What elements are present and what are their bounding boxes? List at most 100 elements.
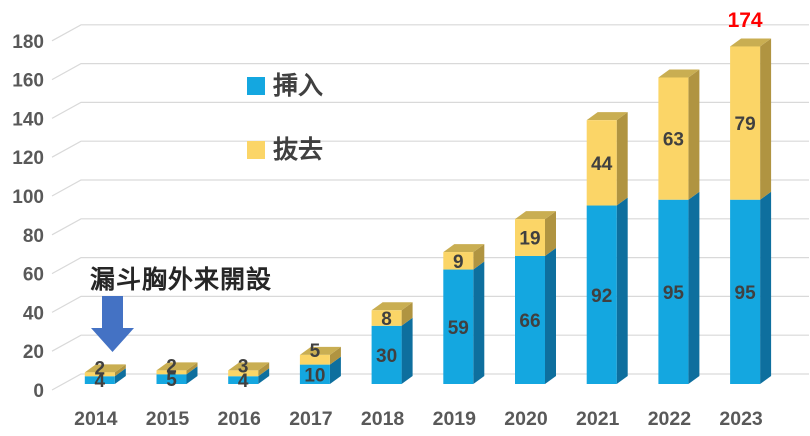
bar-top-2022 xyxy=(658,69,700,78)
data-label-series0-2014: 4 xyxy=(95,371,106,392)
bar-segment-2021-series1 xyxy=(586,120,617,206)
bar-top-2015 xyxy=(156,362,198,371)
gridline-0 xyxy=(51,373,809,391)
x-tick-label-2016: 2016 xyxy=(218,408,262,430)
y-tick-label-60: 60 xyxy=(23,265,44,286)
annotation-funnel-chest-clinic-opened: 漏斗胸外来開設 xyxy=(90,266,273,294)
bar-side-2015-series1 xyxy=(186,362,198,375)
y-tick-label-120: 120 xyxy=(12,148,44,169)
data-label-series0-2023: 95 xyxy=(735,283,757,304)
x-tick-label-2015: 2015 xyxy=(146,408,190,430)
bar-side-2021-series0 xyxy=(616,197,628,384)
gridline-140 xyxy=(51,101,809,119)
bar-segment-2014-series0 xyxy=(84,376,115,384)
legend-item-insertion: 挿入 xyxy=(247,73,323,99)
legend-item-removal: 抜去 xyxy=(247,137,323,163)
bar-segment-2016-series0 xyxy=(228,376,259,384)
bar-top-2019 xyxy=(443,244,485,253)
gridline-120 xyxy=(51,140,809,158)
data-label-series1-2022: 63 xyxy=(663,130,684,151)
bar-segment-2018-series1 xyxy=(371,310,402,326)
bar-segment-2015-series1 xyxy=(156,370,187,375)
gridline-60 xyxy=(51,257,809,275)
bar-segment-2021-series0 xyxy=(586,205,617,384)
gridline-20 xyxy=(51,334,809,352)
data-label-series1-2016: 3 xyxy=(238,356,249,377)
bar-segment-2016-series1 xyxy=(228,370,259,377)
bar-segment-2023-series0 xyxy=(730,199,761,384)
x-tick-label-2014: 2014 xyxy=(74,408,118,430)
data-label-series1-2019: 9 xyxy=(453,252,464,273)
bar-top-2014 xyxy=(84,364,126,373)
y-tick-label-140: 140 xyxy=(12,109,44,130)
bar-segment-2022-series1 xyxy=(658,77,689,200)
bar-side-2018-series1 xyxy=(401,302,413,326)
bar-side-2023-series0 xyxy=(760,191,772,384)
data-label-series1-2014: 2 xyxy=(95,358,106,379)
legend-label-removal: 抜去 xyxy=(273,136,324,164)
down-arrow-icon xyxy=(91,296,134,352)
bar-segment-2020-series1 xyxy=(515,219,545,256)
bar-side-2019-series1 xyxy=(473,244,485,270)
bar-top-2017 xyxy=(299,346,341,355)
x-tick-label-2021: 2021 xyxy=(576,408,620,430)
bar-side-2015-series0 xyxy=(186,366,198,384)
data-label-series0-2017: 10 xyxy=(304,365,325,386)
bar-side-2020-series1 xyxy=(545,211,556,256)
data-label-series0-2019: 59 xyxy=(448,318,469,339)
data-label-series1-2018: 8 xyxy=(381,309,392,330)
bar-segment-2022-series0 xyxy=(658,199,689,384)
bar-side-2021-series1 xyxy=(616,112,628,206)
legend-swatch-removal-icon xyxy=(247,141,265,159)
bar-top-2020 xyxy=(515,211,556,220)
data-label-series0-2022: 95 xyxy=(663,283,685,304)
y-tick-label-0: 0 xyxy=(33,381,44,402)
data-label-series0-2020: 66 xyxy=(519,311,540,332)
y-tick-label-160: 160 xyxy=(12,71,44,92)
gridline-40 xyxy=(51,295,809,313)
data-label-series1-2017: 5 xyxy=(310,341,321,362)
bar-segment-2020-series0 xyxy=(515,255,545,384)
y-tick-label-40: 40 xyxy=(23,303,44,324)
bar-side-2022-series0 xyxy=(688,191,700,384)
data-label-series1-2015: 2 xyxy=(166,356,177,377)
bar-side-2018-series0 xyxy=(401,317,413,384)
x-tick-label-2017: 2017 xyxy=(289,408,332,430)
bar-side-2017-series0 xyxy=(329,356,341,384)
bar-segment-2018-series0 xyxy=(371,325,402,384)
bar-segment-2019-series1 xyxy=(443,252,474,270)
gridline-160 xyxy=(51,63,809,81)
bar-side-2014-series1 xyxy=(114,364,126,377)
data-label-series0-2018: 30 xyxy=(376,346,397,367)
bar-top-2023 xyxy=(730,38,772,47)
y-tick-label-20: 20 xyxy=(23,342,44,363)
data-label-series0-2021: 92 xyxy=(591,286,612,307)
bar-segment-2017-series0 xyxy=(299,364,330,384)
data-label-series1-2023: 79 xyxy=(735,114,756,135)
gridline-180 xyxy=(51,24,809,42)
chart-legend: 挿入 抜去 xyxy=(247,73,323,163)
y-tick-label-80: 80 xyxy=(23,226,44,247)
x-tick-label-2020: 2020 xyxy=(504,408,548,430)
bar-segment-2014-series1 xyxy=(84,372,115,377)
bar-side-2020-series0 xyxy=(545,247,556,384)
bar-segment-2017-series1 xyxy=(299,354,330,365)
bar-side-2016-series0 xyxy=(258,368,270,384)
bar-top-2018 xyxy=(371,302,413,311)
bar-segment-2015-series0 xyxy=(156,374,187,384)
bar-top-2016 xyxy=(228,362,270,371)
data-label-series0-2016: 4 xyxy=(238,371,249,392)
data-label-series1-2020: 19 xyxy=(519,229,540,250)
bar-segment-2019-series0 xyxy=(443,269,474,384)
gridline-80 xyxy=(51,218,809,236)
y-tick-label-100: 100 xyxy=(12,187,44,208)
x-tick-label-2023: 2023 xyxy=(719,408,763,430)
bar-segment-2023-series1 xyxy=(730,46,761,200)
data-label-series0-2015: 5 xyxy=(166,370,177,391)
x-tick-label-2022: 2022 xyxy=(648,408,692,430)
bar-side-2019-series0 xyxy=(473,261,485,384)
bar-top-2021 xyxy=(586,112,628,121)
bar-side-2017-series1 xyxy=(329,346,341,365)
legend-label-insertion: 挿入 xyxy=(273,72,324,100)
